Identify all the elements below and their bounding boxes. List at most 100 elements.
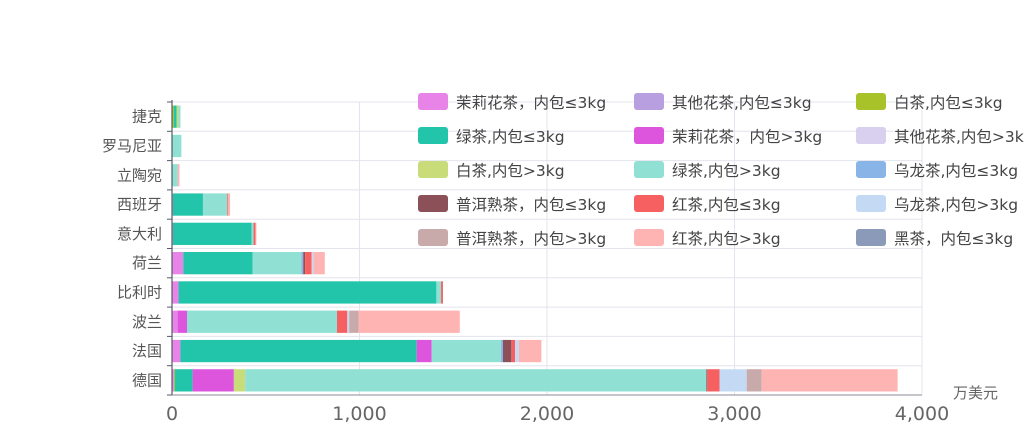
legend-label: 绿茶,内包≤3kg bbox=[456, 128, 565, 146]
x-tick-label: 3,000 bbox=[707, 403, 761, 425]
bar-segment bbox=[180, 339, 417, 363]
legend-label: 红茶,内包>3kg bbox=[672, 230, 781, 248]
legend-swatch bbox=[418, 127, 448, 144]
bar-segment bbox=[172, 339, 181, 363]
bar-segment bbox=[301, 252, 304, 275]
bar-segment bbox=[719, 369, 747, 392]
bar-segment bbox=[172, 193, 203, 216]
bar-segment bbox=[746, 369, 762, 392]
legend-label: 普洱熟茶，内包≤3kg bbox=[456, 196, 606, 214]
bar-segment bbox=[706, 369, 708, 392]
bar-segment bbox=[416, 339, 432, 363]
bar-segment bbox=[511, 339, 516, 363]
y-tick-label: 德国 bbox=[132, 371, 162, 389]
x-tick-label: 4,000 bbox=[895, 403, 949, 425]
legend-label: 黑茶，内包≤3kg bbox=[894, 230, 1013, 248]
bar-segment bbox=[178, 105, 181, 128]
y-tick-label: 法国 bbox=[132, 342, 162, 360]
legend: 茉莉花茶，内包≤3kg 其他花茶,内包≤3kg 白茶,内包≤3kg 绿茶,内包≤3kg… bbox=[418, 93, 1024, 248]
legend-label: 乌龙茶,内包>3kg bbox=[894, 196, 1018, 214]
legend-label: 其他花茶,内包>3kg bbox=[894, 128, 1024, 146]
legend-label: 乌龙茶,内包≤3kg bbox=[894, 162, 1018, 180]
bar-segment bbox=[305, 252, 312, 275]
legend-swatch bbox=[634, 195, 664, 212]
y-tick-label: 荷兰 bbox=[132, 254, 162, 272]
bar-segment bbox=[177, 164, 180, 187]
y-tick-label: 波兰 bbox=[132, 313, 162, 331]
bar-segment bbox=[228, 193, 231, 216]
y-tick-label: 意大利 bbox=[117, 225, 162, 243]
legend-swatch bbox=[634, 161, 664, 178]
y-tick-label: 西班牙 bbox=[117, 196, 162, 214]
bar-segment bbox=[518, 339, 542, 363]
bar-segment bbox=[176, 105, 179, 128]
x-axis-labels: 0 1,000 2,000 3,000 4,000 bbox=[166, 403, 949, 425]
bar-segment bbox=[251, 222, 254, 245]
bar-segment bbox=[172, 310, 178, 333]
bar-segment bbox=[177, 310, 187, 333]
legend-swatch bbox=[856, 93, 886, 110]
legend-label: 绿茶,内包>3kg bbox=[672, 162, 781, 180]
bar-segment bbox=[227, 193, 229, 216]
bar-segment bbox=[202, 193, 228, 216]
bar-segment bbox=[436, 281, 442, 304]
bar-segment bbox=[192, 369, 234, 392]
axes bbox=[167, 100, 922, 396]
legend-label: 普洱熟茶，内包>3kg bbox=[456, 230, 606, 248]
bar-segment bbox=[172, 222, 252, 245]
x-tick-label: 0 bbox=[166, 403, 178, 425]
bar-segment bbox=[358, 310, 460, 333]
bar-segment bbox=[253, 222, 256, 245]
legend-label: 茉莉花茶，内包≤3kg bbox=[456, 94, 606, 112]
bar-segment bbox=[252, 252, 302, 275]
legend-swatch bbox=[856, 161, 886, 178]
bar-segment bbox=[172, 252, 184, 275]
bar-segment bbox=[311, 252, 314, 275]
bar-segment bbox=[178, 281, 437, 304]
bar-segment bbox=[303, 252, 306, 275]
y-tick-label: 捷克 bbox=[132, 108, 162, 126]
legend-label: 茉莉花茶，内包>3kg bbox=[672, 128, 822, 146]
bar-segment bbox=[173, 105, 177, 128]
bar-segment bbox=[441, 281, 443, 304]
bar-segment bbox=[347, 310, 350, 333]
x-axis-unit: 万美元 bbox=[953, 384, 998, 402]
legend-swatch bbox=[418, 195, 448, 212]
bar-segment bbox=[233, 369, 246, 392]
bar-segment bbox=[349, 310, 359, 333]
bar-segment bbox=[173, 369, 175, 392]
legend-swatch bbox=[856, 195, 886, 212]
bar-segment bbox=[187, 310, 337, 333]
bar-segment bbox=[174, 369, 193, 392]
bar-segment bbox=[255, 222, 257, 245]
legend-swatch bbox=[634, 93, 664, 110]
legend-label: 白茶,内包≤3kg bbox=[894, 94, 1003, 112]
legend-label: 其他花茶,内包≤3kg bbox=[672, 94, 812, 112]
y-tick-label: 比利时 bbox=[117, 283, 162, 301]
bar-segment bbox=[337, 310, 348, 333]
legend-label: 白茶,内包>3kg bbox=[456, 162, 565, 180]
legend-swatch bbox=[856, 229, 886, 246]
bar-segment bbox=[313, 252, 325, 275]
legend-swatch bbox=[856, 127, 886, 144]
legend-swatch bbox=[418, 229, 448, 246]
y-tick-label: 罗马尼亚 bbox=[102, 137, 162, 155]
legend-swatch bbox=[418, 93, 448, 110]
y-axis-labels: 德国 法国 波兰 比利时 荷兰 意大利 西班牙 立陶宛 罗马尼亚 捷克 bbox=[102, 108, 162, 390]
bar-segment bbox=[431, 339, 502, 363]
bar-segment bbox=[245, 369, 707, 392]
bar-segment bbox=[707, 369, 720, 392]
bars bbox=[172, 105, 898, 392]
bar-segment bbox=[172, 369, 174, 392]
bar-segment bbox=[501, 339, 503, 363]
bar-segment bbox=[172, 105, 174, 128]
grid-lines bbox=[172, 101, 923, 396]
bar-segment bbox=[515, 339, 519, 363]
bar-segment bbox=[172, 281, 179, 304]
bar-segment bbox=[183, 252, 253, 275]
legend-swatch bbox=[634, 127, 664, 144]
bar-segment bbox=[172, 164, 178, 187]
legend-swatch bbox=[634, 229, 664, 246]
legend-swatch bbox=[418, 161, 448, 178]
